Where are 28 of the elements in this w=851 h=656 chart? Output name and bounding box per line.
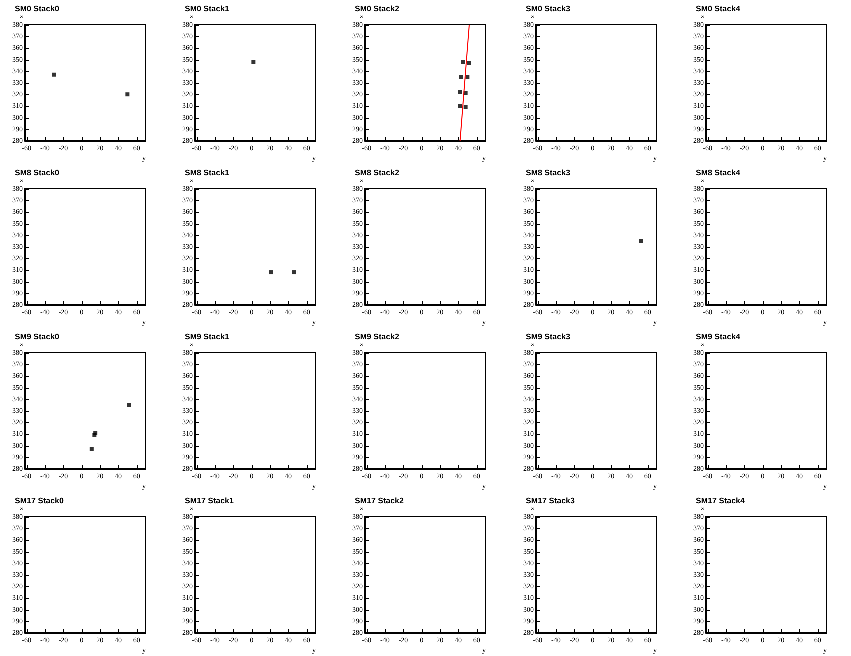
chart-title: SM0 Stack4 xyxy=(696,4,741,14)
chart-title: SM0 Stack1 xyxy=(185,4,230,14)
chart-title: SM0 Stack2 xyxy=(355,4,400,14)
chart-title: SM8 Stack4 xyxy=(696,168,741,178)
point xyxy=(464,105,468,110)
point xyxy=(458,90,463,94)
chart-title: SM8 Stack0 xyxy=(15,168,60,178)
chart-title: SM9 Stack0 xyxy=(15,332,60,342)
chart-title: SM17 Stack1 xyxy=(185,496,235,506)
point xyxy=(460,75,464,80)
chart-title: SM17 Stack3 xyxy=(526,496,576,506)
chart-title: SM9 Stack1 xyxy=(185,332,230,342)
chart-title: SM8 Stack3 xyxy=(526,168,571,178)
point xyxy=(90,447,94,452)
chart-title: SM9 Stack2 xyxy=(355,332,400,342)
chart-title: SM17 Stack4 xyxy=(696,496,746,506)
chart-title: SM9 Stack3 xyxy=(526,332,571,342)
chart-title: SM9 Stack4 xyxy=(696,332,741,342)
point xyxy=(461,60,466,64)
chart-title: SM0 Stack3 xyxy=(526,4,571,14)
point xyxy=(458,104,463,108)
point xyxy=(468,61,472,66)
chart-title: SM17 Stack0 xyxy=(15,496,64,506)
chart-title: SM8 Stack1 xyxy=(185,168,230,178)
chart-title: SM8 Stack2 xyxy=(355,168,400,178)
chart-title: SM0 Stack0 xyxy=(15,4,60,14)
chart-title: SM17 Stack2 xyxy=(355,496,405,506)
point xyxy=(128,403,132,408)
